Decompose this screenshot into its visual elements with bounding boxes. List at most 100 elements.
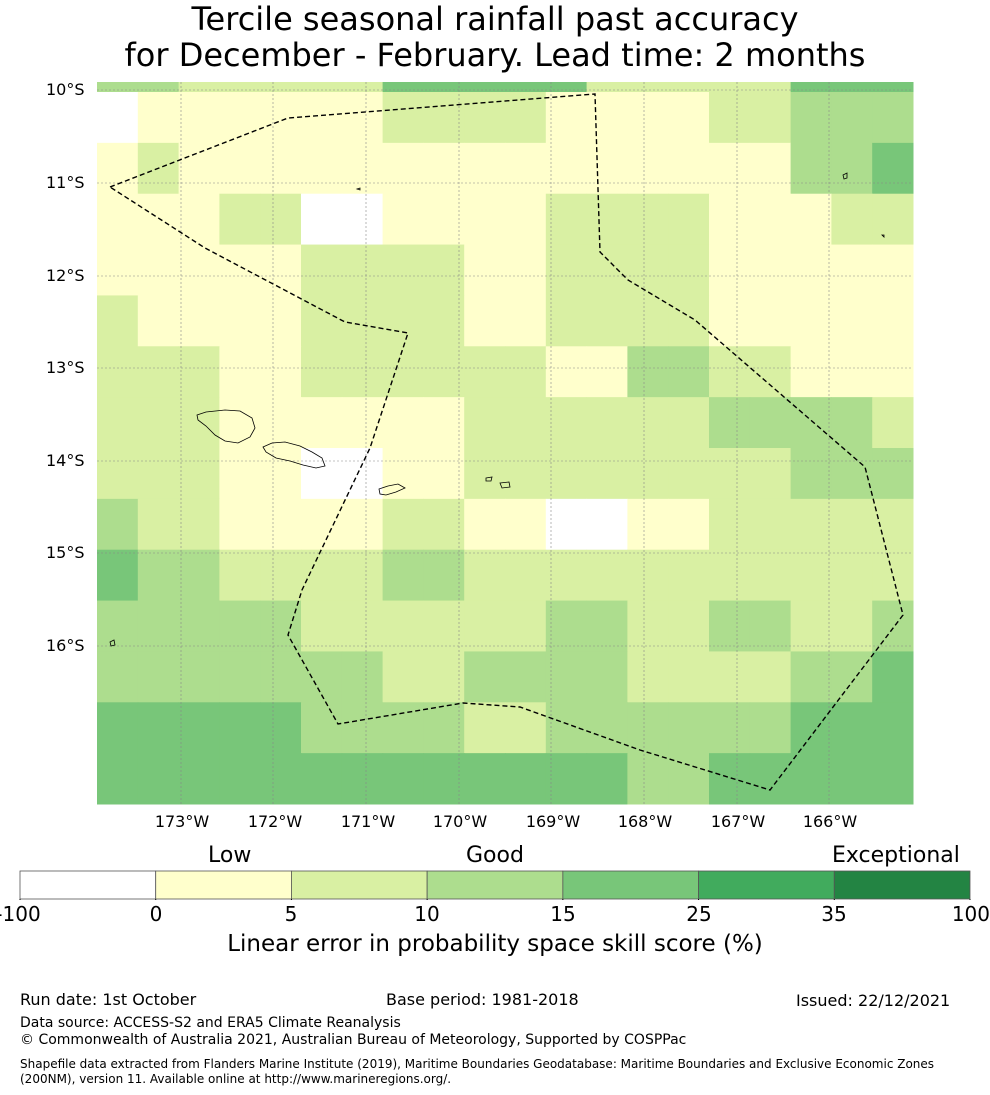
skill-cell bbox=[97, 142, 139, 195]
skill-cell bbox=[341, 92, 384, 144]
skill-cell bbox=[219, 92, 261, 144]
skill-cell bbox=[586, 142, 628, 195]
skill-cell bbox=[872, 346, 914, 398]
skill-cell bbox=[97, 498, 139, 551]
skill-cell bbox=[301, 600, 343, 652]
colorbar-tick-10: 10 bbox=[414, 902, 440, 926]
skill-cell bbox=[260, 600, 302, 652]
skill-cell bbox=[301, 753, 343, 805]
skill-cell bbox=[831, 92, 873, 144]
shapefile-credit-line2: (200NM), version 11. Available online at… bbox=[20, 1072, 452, 1086]
skill-cell bbox=[382, 244, 424, 296]
skill-cell bbox=[97, 397, 139, 449]
skill-cell bbox=[301, 651, 343, 703]
data-source: Data source: ACCESS-S2 and ERA5 Climate … bbox=[20, 1015, 401, 1031]
skill-cell bbox=[341, 193, 384, 246]
skill-cell bbox=[464, 498, 506, 551]
skill-cell bbox=[627, 651, 669, 703]
graticule bbox=[97, 82, 913, 804]
skill-cell bbox=[341, 82, 384, 93]
skill-cell bbox=[137, 498, 180, 551]
skill-cell bbox=[137, 295, 180, 347]
skill-cell bbox=[505, 82, 547, 93]
skill-cell bbox=[831, 295, 873, 347]
skill-cell bbox=[545, 346, 588, 398]
skill-cell bbox=[545, 448, 588, 500]
skill-cell bbox=[382, 295, 424, 347]
skill-cell bbox=[260, 702, 302, 754]
skill-cell bbox=[301, 549, 343, 602]
skill-cell bbox=[137, 346, 180, 398]
skill-cell bbox=[97, 651, 139, 703]
skill-cell bbox=[586, 92, 628, 144]
skill-cell bbox=[749, 82, 792, 93]
skill-cell bbox=[137, 753, 180, 805]
skill-cell bbox=[586, 702, 628, 754]
skill-cell bbox=[749, 498, 792, 551]
skill-cell bbox=[586, 549, 628, 602]
skill-cell bbox=[137, 193, 180, 246]
skill-cell bbox=[97, 448, 139, 500]
tau-island bbox=[499, 481, 511, 489]
skill-cell bbox=[178, 244, 220, 296]
skill-cell bbox=[423, 244, 465, 296]
skill-cell bbox=[382, 193, 424, 246]
skill-cell bbox=[97, 82, 139, 93]
skill-cell bbox=[668, 549, 710, 602]
skill-cell bbox=[831, 397, 873, 449]
lon-label-173w: 173°W bbox=[154, 812, 210, 831]
skill-cell bbox=[709, 651, 751, 703]
skill-cell bbox=[382, 600, 424, 652]
skill-cell bbox=[301, 82, 343, 93]
skill-cell bbox=[97, 549, 139, 602]
base-period: Base period: 1981-2018 bbox=[386, 990, 579, 1009]
skill-cell bbox=[423, 346, 465, 398]
skill-cell bbox=[872, 549, 914, 602]
skill-cell bbox=[219, 193, 261, 246]
skill-cell bbox=[464, 244, 506, 296]
skill-cell bbox=[423, 753, 465, 805]
skill-cell bbox=[586, 651, 628, 703]
shapefile-credit-line1: Shapefile data extracted from Flanders M… bbox=[20, 1057, 935, 1071]
skill-cell bbox=[545, 92, 588, 144]
skill-cell bbox=[301, 295, 343, 347]
skill-cell bbox=[586, 498, 628, 551]
skill-cell bbox=[831, 549, 873, 602]
skill-cell bbox=[831, 193, 873, 246]
skill-cell bbox=[341, 600, 384, 652]
skill-cell bbox=[382, 448, 424, 500]
skill-cell bbox=[464, 702, 506, 754]
skill-cell bbox=[178, 193, 220, 246]
skill-cell bbox=[545, 651, 588, 703]
skill-cell bbox=[137, 651, 180, 703]
skill-cell bbox=[668, 651, 710, 703]
skill-cell bbox=[790, 651, 832, 703]
skill-cell bbox=[341, 397, 384, 449]
skill-cell bbox=[137, 702, 180, 754]
skill-cell bbox=[301, 397, 343, 449]
skill-cell bbox=[178, 92, 220, 144]
skill-cell bbox=[97, 92, 139, 144]
skill-cell bbox=[382, 397, 424, 449]
skill-cell bbox=[178, 346, 220, 398]
category-low: Low bbox=[208, 843, 252, 868]
skill-cell bbox=[505, 295, 547, 347]
skill-cell bbox=[668, 92, 710, 144]
skill-cell bbox=[219, 600, 261, 652]
skill-cell bbox=[219, 549, 261, 602]
skill-cell bbox=[97, 753, 139, 805]
skill-cell bbox=[301, 142, 343, 195]
skill-cell bbox=[137, 600, 180, 652]
skill-cell bbox=[831, 753, 873, 805]
skill-cell bbox=[341, 346, 384, 398]
skill-cell bbox=[709, 193, 751, 246]
skill-cell bbox=[749, 397, 792, 449]
lat-label-14s: 14°S bbox=[46, 451, 85, 470]
skill-cell bbox=[382, 142, 424, 195]
skill-grid-cells bbox=[97, 82, 914, 805]
skill-cell bbox=[178, 448, 220, 500]
skill-cell bbox=[668, 295, 710, 347]
colorbar-swatch bbox=[291, 870, 428, 900]
skill-cell bbox=[872, 753, 914, 805]
skill-cell bbox=[301, 92, 343, 144]
